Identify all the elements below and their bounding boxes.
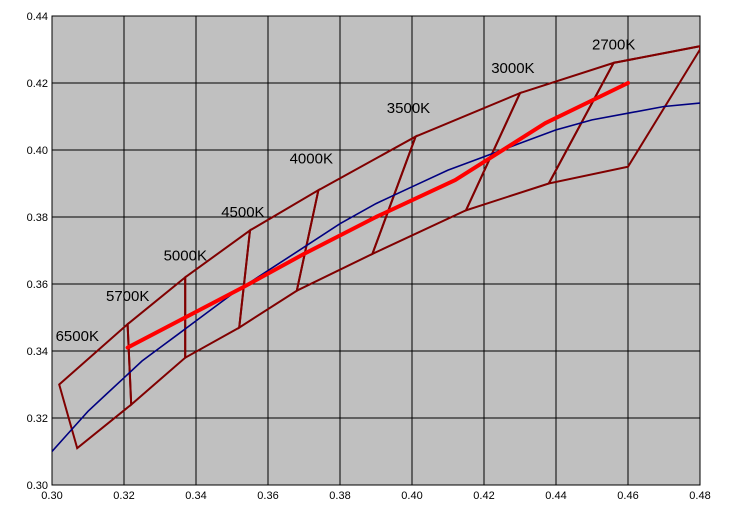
- y-tick-label: 0.38: [27, 212, 48, 224]
- x-tick-label: 0.36: [257, 490, 278, 502]
- cct-label-3500k: 3500K: [387, 100, 430, 117]
- quadrangle-outer-edge: [613, 45, 700, 64]
- y-tick-label: 0.40: [27, 145, 48, 157]
- x-tick-label: 0.34: [185, 490, 206, 502]
- y-tick-label: 0.36: [27, 279, 48, 291]
- cct-label-4500k: 4500K: [221, 204, 264, 221]
- y-tick-label: 0.42: [27, 78, 48, 90]
- y-tick-label: 0.44: [27, 11, 48, 23]
- cct-label-5000k: 5000K: [164, 248, 207, 265]
- cct-center-line: [125, 81, 630, 350]
- x-tick-label: 0.46: [617, 490, 638, 502]
- x-tick-label: 0.30: [41, 490, 62, 502]
- planckian-locus-line: [52, 102, 700, 453]
- x-tick-label: 0.38: [329, 490, 350, 502]
- x-tick-label: 0.40: [401, 490, 422, 502]
- y-tick-label: 0.30: [27, 480, 48, 492]
- x-tick-label: 0.44: [545, 490, 566, 502]
- x-tick-label: 0.48: [689, 490, 710, 502]
- y-tick-label: 0.32: [27, 413, 48, 425]
- y-tick-label: 0.34: [27, 346, 48, 358]
- cct-label-6500k: 6500K: [56, 328, 99, 345]
- x-tick-label: 0.32: [113, 490, 134, 502]
- plot-border: [51, 15, 701, 486]
- plot-area: [52, 16, 700, 485]
- cct-label-4000k: 4000K: [290, 150, 333, 167]
- cct-label-5700k: 5700K: [106, 288, 149, 305]
- cct-label-2700k: 2700K: [592, 37, 635, 54]
- x-tick-label: 0.42: [473, 490, 494, 502]
- cct-label-3000k: 3000K: [491, 60, 534, 77]
